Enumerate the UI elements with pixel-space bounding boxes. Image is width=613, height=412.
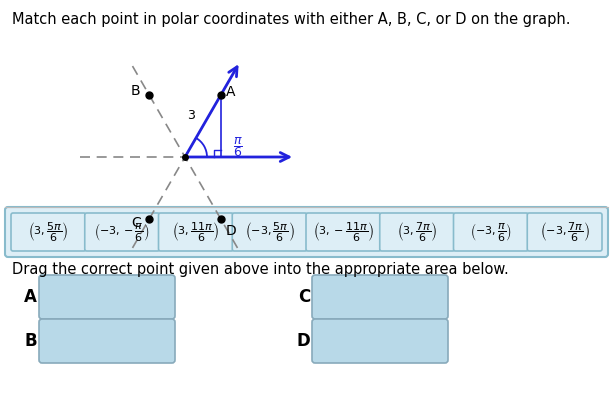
Text: B: B bbox=[131, 84, 140, 98]
Text: $\left(3,-\dfrac{11\pi}{6}\right)$: $\left(3,-\dfrac{11\pi}{6}\right)$ bbox=[313, 220, 374, 244]
Text: $\left(-3,\dfrac{\pi}{6}\right)$: $\left(-3,\dfrac{\pi}{6}\right)$ bbox=[470, 221, 512, 243]
FancyBboxPatch shape bbox=[232, 213, 307, 251]
FancyBboxPatch shape bbox=[5, 207, 608, 257]
Text: $\left(3,\dfrac{11\pi}{6}\right)$: $\left(3,\dfrac{11\pi}{6}\right)$ bbox=[172, 220, 219, 244]
FancyBboxPatch shape bbox=[527, 213, 602, 251]
Text: B: B bbox=[25, 332, 37, 350]
Text: A: A bbox=[226, 84, 235, 98]
Text: Drag the correct point given above into the appropriate area below.: Drag the correct point given above into … bbox=[12, 262, 509, 277]
Text: A: A bbox=[24, 288, 37, 306]
Text: 3: 3 bbox=[187, 109, 195, 122]
FancyBboxPatch shape bbox=[312, 319, 448, 363]
Text: D: D bbox=[226, 225, 237, 239]
FancyBboxPatch shape bbox=[454, 213, 528, 251]
Text: $\left(-3,\dfrac{5\pi}{6}\right)$: $\left(-3,\dfrac{5\pi}{6}\right)$ bbox=[245, 220, 294, 244]
Text: D: D bbox=[296, 332, 310, 350]
Text: C: C bbox=[131, 216, 141, 230]
FancyBboxPatch shape bbox=[85, 213, 159, 251]
FancyBboxPatch shape bbox=[39, 319, 175, 363]
Text: $\left(3,\dfrac{5\pi}{6}\right)$: $\left(3,\dfrac{5\pi}{6}\right)$ bbox=[28, 220, 69, 244]
Text: $\left(-3,\dfrac{7\pi}{6}\right)$: $\left(-3,\dfrac{7\pi}{6}\right)$ bbox=[539, 220, 590, 244]
FancyBboxPatch shape bbox=[11, 213, 86, 251]
FancyBboxPatch shape bbox=[312, 275, 448, 319]
Text: $\left(3,\dfrac{7\pi}{6}\right)$: $\left(3,\dfrac{7\pi}{6}\right)$ bbox=[397, 220, 437, 244]
Text: $\dfrac{\pi}{6}$: $\dfrac{\pi}{6}$ bbox=[233, 135, 243, 159]
FancyBboxPatch shape bbox=[379, 213, 454, 251]
Text: $\left(-3,-\dfrac{\pi}{6}\right)$: $\left(-3,-\dfrac{\pi}{6}\right)$ bbox=[94, 221, 150, 243]
FancyBboxPatch shape bbox=[306, 213, 381, 251]
FancyBboxPatch shape bbox=[159, 213, 234, 251]
Text: C: C bbox=[298, 288, 310, 306]
FancyBboxPatch shape bbox=[39, 275, 175, 319]
Text: Match each point in polar coordinates with either A, B, C, or D on the graph.: Match each point in polar coordinates wi… bbox=[12, 12, 571, 27]
